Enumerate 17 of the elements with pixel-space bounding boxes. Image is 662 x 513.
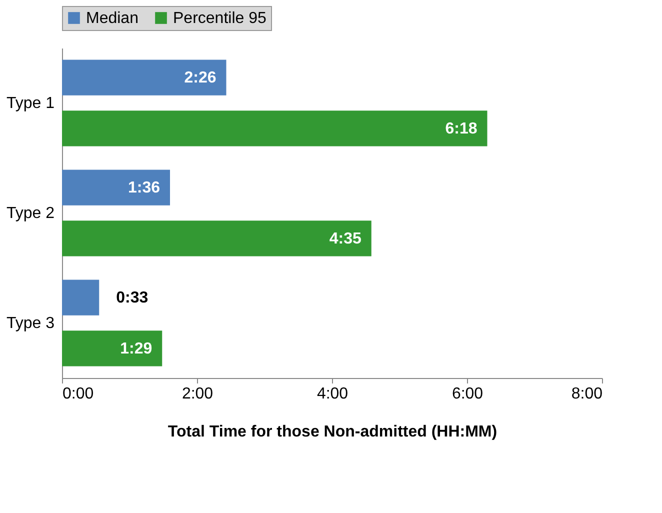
data-label: 1:29: [120, 340, 152, 358]
x-tick-label: 2:00: [182, 386, 214, 402]
x-tick-label: 4:00: [316, 386, 348, 402]
x-tick-label: 6:00: [452, 386, 484, 402]
data-label: 1:36: [128, 180, 160, 197]
y-tick-label: Type 3: [6, 315, 55, 332]
legend-label: Median: [86, 10, 138, 27]
data-label: 6:18: [445, 120, 478, 138]
legend-label: Percentile 95: [173, 10, 266, 27]
y-tick-label: Type 2: [6, 205, 55, 222]
data-label: 2:26: [184, 70, 216, 87]
x-axis-title: Total Time for those Non-admitted (HH:MM): [168, 424, 498, 440]
data-label: 0:33: [116, 290, 148, 307]
data-label: 4:35: [329, 230, 362, 248]
x-tick-label: 8:00: [571, 386, 603, 402]
y-tick-label: Type 1: [6, 95, 55, 112]
x-tick-label: 0:00: [62, 386, 94, 402]
